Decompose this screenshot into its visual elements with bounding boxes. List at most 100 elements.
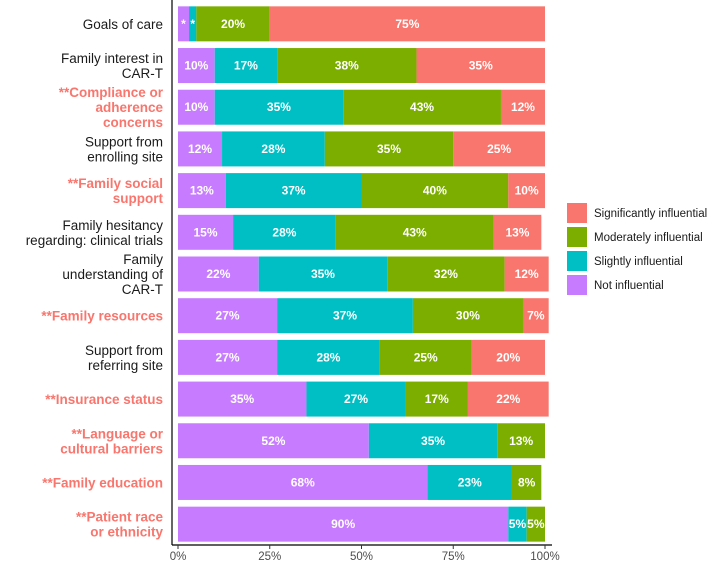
bar-segment <box>324 131 454 167</box>
bar-segment <box>387 256 505 292</box>
legend-key <box>567 251 587 271</box>
data-label: * <box>181 17 186 31</box>
bar-segment <box>493 214 542 250</box>
data-label: 12% <box>188 142 212 156</box>
data-label: 5% <box>527 517 545 531</box>
data-label: 37% <box>333 309 357 323</box>
data-label: 8% <box>518 475 536 489</box>
bar-segment <box>368 423 498 459</box>
data-label: 38% <box>335 59 359 73</box>
bar-segment <box>178 131 223 167</box>
bar-segment <box>178 298 278 334</box>
bar-segment <box>178 423 369 459</box>
category-label: **Family resources <box>41 309 163 324</box>
category-label: **Family social support <box>68 176 164 206</box>
data-label: 12% <box>515 267 539 281</box>
category-label: Family interest in CAR-T <box>61 51 163 81</box>
legend-label: Not influential <box>594 280 664 292</box>
category-label: Support from enrolling site <box>85 134 163 164</box>
data-label: 43% <box>410 100 434 114</box>
data-label: 10% <box>184 100 208 114</box>
bar-segment <box>361 173 509 209</box>
category-label: **Patient race or ethnicity <box>76 510 164 540</box>
bar-segment <box>497 423 545 459</box>
bar-segment <box>178 48 215 84</box>
bar-segment <box>522 298 549 334</box>
bars-layer: * * 20% 75% 10% 17% 38% 35% 10% 35% 43% 12% 12% 28% 35… <box>178 6 549 542</box>
bar-segment <box>343 89 501 125</box>
legend-key <box>567 203 587 223</box>
category-label: **Insurance status <box>45 392 163 407</box>
data-label: 25% <box>487 142 511 156</box>
data-label: 40% <box>423 184 447 198</box>
bar-segment <box>214 48 278 84</box>
data-label: 17% <box>234 59 258 73</box>
data-label: 68% <box>291 475 315 489</box>
bar-segment <box>189 6 197 42</box>
bar-segment <box>467 381 549 417</box>
bar-segment <box>508 173 545 209</box>
bar-segment <box>277 339 380 375</box>
bar-segment <box>277 48 417 84</box>
data-label: 17% <box>425 392 449 406</box>
bar-segment <box>427 464 512 500</box>
data-label: 13% <box>505 225 529 239</box>
data-label: 25% <box>414 350 438 364</box>
bar-segment <box>471 339 545 375</box>
data-label: 22% <box>206 267 230 281</box>
bar-segment <box>178 506 509 542</box>
data-label: 28% <box>316 350 340 364</box>
data-label: 10% <box>184 59 208 73</box>
bar-segment <box>214 89 344 125</box>
category-label: **Compliance or adherence concerns <box>59 85 164 130</box>
data-label: 30% <box>456 309 480 323</box>
x-tick-label: 50% <box>350 551 373 563</box>
category-labels: Goals of care Family interest in CAR-T **Co… <box>26 17 164 540</box>
category-label: **Family education <box>42 475 163 490</box>
bar-segment <box>416 48 545 84</box>
data-label: 22% <box>496 392 520 406</box>
data-label: 35% <box>230 392 254 406</box>
data-label: 90% <box>331 517 355 531</box>
data-label: 12% <box>511 100 535 114</box>
data-label: 37% <box>282 184 306 198</box>
bar-segment <box>504 256 549 292</box>
bar-segment <box>306 381 406 417</box>
x-tick-label: 100% <box>530 551 559 563</box>
data-label: 20% <box>496 350 520 364</box>
data-label: 43% <box>403 225 427 239</box>
bar-segment <box>277 298 413 334</box>
x-axis: 0% 25% 50% 75% 100% <box>170 0 560 563</box>
bar-segment <box>222 131 325 167</box>
bar-segment <box>178 464 428 500</box>
bar-segment <box>511 464 542 500</box>
data-label: 23% <box>458 475 482 489</box>
data-label: 13% <box>190 184 214 198</box>
data-label: 13% <box>509 434 533 448</box>
bar-segment <box>178 6 190 42</box>
bar-segment <box>453 131 545 167</box>
data-label: 27% <box>216 309 240 323</box>
legend-key <box>567 227 587 247</box>
x-tick-label: 75% <box>442 551 465 563</box>
legend-label: Slightly influential <box>594 256 683 268</box>
bar-segment <box>379 339 472 375</box>
data-label: 27% <box>344 392 368 406</box>
data-label: 32% <box>434 267 458 281</box>
data-label: 35% <box>377 142 401 156</box>
data-label: 35% <box>267 100 291 114</box>
bar-segment <box>258 256 388 292</box>
data-label: * <box>190 17 195 31</box>
bar-segment <box>508 506 527 542</box>
bar-segment <box>405 381 468 417</box>
data-label: 28% <box>272 225 296 239</box>
data-label: 35% <box>421 434 445 448</box>
data-label: 35% <box>311 267 335 281</box>
category-label: Family hesitancy regarding: clinical tria… <box>26 218 164 248</box>
bar-segment <box>178 339 278 375</box>
bar-segment <box>178 173 226 209</box>
bar-segment <box>269 6 545 42</box>
x-tick-label: 0% <box>170 551 187 563</box>
bar-segment <box>335 214 494 250</box>
bar-segment <box>178 214 234 250</box>
